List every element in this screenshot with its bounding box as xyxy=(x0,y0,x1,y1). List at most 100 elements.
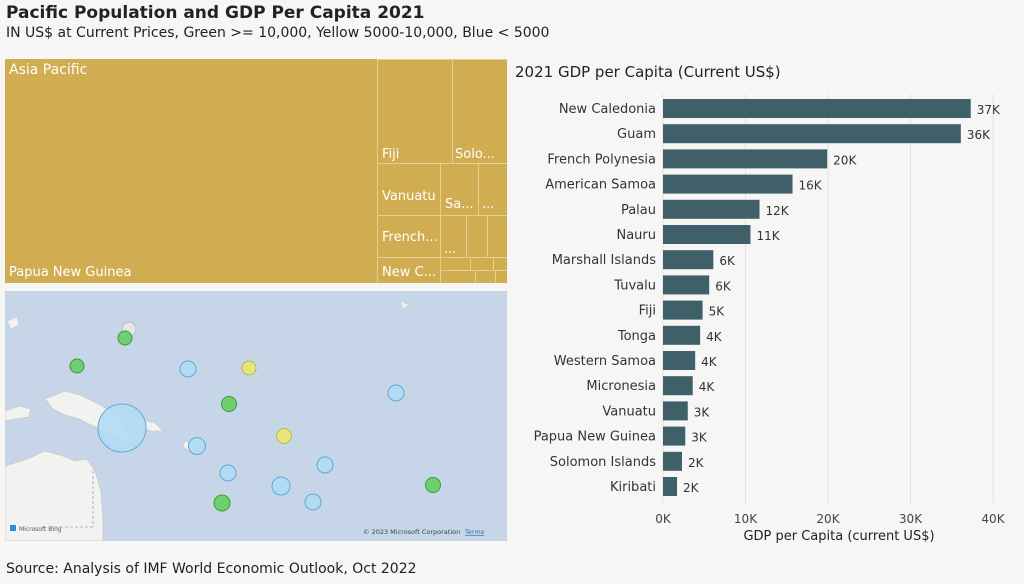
treemap-label-small-1: ... xyxy=(482,197,495,212)
chart-category-label: Tonga xyxy=(617,329,656,344)
chart-category-label: Nauru xyxy=(616,228,656,243)
page-subtitle: IN US$ at Current Prices, Green >= 10,00… xyxy=(6,25,550,41)
treemap-cell-samoa[interactable] xyxy=(440,163,478,215)
land-island-4 xyxy=(399,300,410,310)
chart-title: 2021 GDP per Capita (Current US$) xyxy=(515,63,781,81)
chart-category-label: Kiribati xyxy=(610,480,656,495)
treemap-cell-small-7[interactable] xyxy=(493,257,507,270)
treemap-label-papua[interactable]: Papua New Guinea xyxy=(9,265,132,280)
land-australia xyxy=(5,450,104,541)
treemap-cell-small-8[interactable] xyxy=(440,270,475,283)
population-treemap[interactable]: Asia Pacific Papua New Guinea Fiji Solo.… xyxy=(5,59,507,283)
treemap-cell-small-1[interactable] xyxy=(478,163,507,215)
chart-bar[interactable] xyxy=(663,376,693,396)
chart-data-label: 36K xyxy=(967,128,991,142)
chart-data-label: 20K xyxy=(833,153,857,167)
chart-category-label: Vanuatu xyxy=(602,404,656,419)
bubble-vanuatu xyxy=(219,464,237,482)
treemap-cell-small-4[interactable] xyxy=(487,215,507,257)
land-island-1 xyxy=(6,316,20,330)
treemap-label-french: French... xyxy=(382,230,438,245)
map-canvas: Microsoft Bing © 2023 Microsoft Corporat… xyxy=(5,300,485,541)
chart-bar[interactable] xyxy=(663,99,971,118)
chart-category-label: American Samoa xyxy=(545,178,656,193)
chart-x-tick-label: 10K xyxy=(734,512,758,526)
chart-bar[interactable] xyxy=(663,199,760,219)
map-terms-link[interactable]: Terms xyxy=(464,528,485,536)
chart-bar[interactable] xyxy=(663,401,688,421)
chart-bar[interactable] xyxy=(663,250,714,270)
pacific-map[interactable]: Microsoft Bing © 2023 Microsoft Corporat… xyxy=(5,291,507,541)
chart-data-label: 12K xyxy=(766,204,790,218)
bubble-palau xyxy=(69,358,85,374)
chart-bar[interactable] xyxy=(663,325,701,345)
treemap-cell-small-10[interactable] xyxy=(495,270,507,283)
treemap-cell-small-3[interactable] xyxy=(466,215,487,257)
chart-data-label: 3K xyxy=(694,405,711,419)
chart-data-label: 3K xyxy=(691,431,708,445)
chart-category-label: Palau xyxy=(621,203,656,218)
source-note: Source: Analysis of IMF World Economic O… xyxy=(6,561,417,577)
chart-x-tick-label: 40K xyxy=(981,512,1005,526)
bubble-fiji xyxy=(271,476,291,496)
chart-bar[interactable] xyxy=(663,174,793,194)
chart-bar[interactable] xyxy=(663,300,703,320)
bubble-marshall xyxy=(179,360,197,378)
chart-data-label: 4K xyxy=(701,355,718,369)
chart-category-label: Papua New Guinea xyxy=(534,430,656,445)
chart-bar[interactable] xyxy=(663,451,682,471)
chart-bar[interactable] xyxy=(663,124,961,144)
chart-category-label: Fiji xyxy=(639,304,656,319)
chart-bar[interactable] xyxy=(663,426,686,446)
chart-bar[interactable] xyxy=(663,275,710,295)
chart-data-label: 6K xyxy=(715,279,732,293)
treemap-label-vanuatu: Vanuatu xyxy=(382,189,436,204)
treemap-cell-small-2[interactable] xyxy=(440,215,466,257)
chart-x-axis-label: GDP per Capita (current US$) xyxy=(743,529,934,544)
chart-data-label: 4K xyxy=(706,330,723,344)
bubble-guam xyxy=(117,330,133,346)
chart-x-tick-label: 20K xyxy=(816,512,840,526)
chart-category-label: French Polynesia xyxy=(547,152,656,167)
treemap-region-label: Asia Pacific xyxy=(9,62,88,78)
chart-data-label: 5K xyxy=(709,305,726,319)
treemap-cell-small-5[interactable] xyxy=(440,257,470,270)
bubble-tuvalu-yellow xyxy=(241,360,257,376)
chart-category-label: Micronesia xyxy=(586,379,656,394)
bubble-tonga xyxy=(304,493,322,511)
chart-bar[interactable] xyxy=(663,225,751,244)
chart-bar[interactable] xyxy=(663,351,696,370)
bubble-french-polynesia xyxy=(425,477,441,493)
chart-data-label: 37K xyxy=(977,103,1001,117)
bubble-nauru xyxy=(221,396,237,412)
treemap-cell-small-9[interactable] xyxy=(475,270,495,283)
chart-value-labels: 37K 36K 20K 16K 12K 11K 6K 6K 5K 4K 4K 4K 3K 3K 2K 2K xyxy=(683,103,1001,495)
treemap-cell-solomon[interactable] xyxy=(452,59,507,163)
treemap-cell-new-caledonia[interactable] xyxy=(377,257,440,283)
chart-bar[interactable] xyxy=(663,477,678,496)
page-title: Pacific Population and GDP Per Capita 20… xyxy=(6,3,425,23)
treemap-cell-fiji[interactable] xyxy=(377,59,452,163)
land-indonesia xyxy=(5,405,32,422)
treemap-cell-small-6[interactable] xyxy=(470,257,493,270)
treemap-label-newcal: New C... xyxy=(382,265,436,280)
chart-category-label: Marshall Islands xyxy=(552,253,657,268)
treemap-label-small-2: ... xyxy=(444,242,457,257)
bubble-kiribati xyxy=(387,384,405,402)
chart-data-label: 2K xyxy=(688,456,705,470)
chart-category-label: Guam xyxy=(617,127,656,142)
chart-category-label: New Caledonia xyxy=(559,102,656,117)
chart-x-tick-label: 30K xyxy=(899,512,923,526)
chart-bar[interactable] xyxy=(663,149,828,169)
treemap-label-solomon: Solo... xyxy=(455,147,495,162)
chart-data-label: 16K xyxy=(799,179,823,193)
chart-x-tick-label: 0K xyxy=(655,512,672,526)
chart-data-label: 11K xyxy=(756,229,780,243)
bing-logo-text: Microsoft Bing xyxy=(19,526,62,533)
chart-bars xyxy=(663,99,971,496)
bubble-new-caledonia xyxy=(213,494,231,512)
chart-category-label: Solomon Islands xyxy=(550,455,656,470)
bing-logo-icon xyxy=(10,525,16,531)
treemap-cell-vanuatu[interactable] xyxy=(377,163,440,215)
treemap-cell-french-polynesia[interactable] xyxy=(377,215,440,257)
